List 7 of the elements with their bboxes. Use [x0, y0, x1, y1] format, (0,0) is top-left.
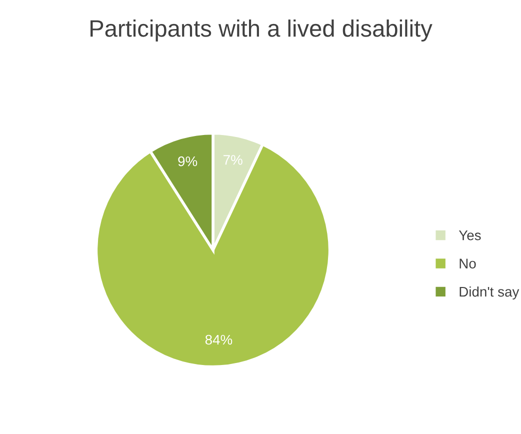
data-label: 84%	[205, 334, 232, 345]
legend-label: Yes	[458, 230, 481, 240]
legend-label: Didn't say	[460, 286, 520, 300]
chart-title: Participants with a lived disability	[90, 20, 432, 42]
legend-label: No	[460, 258, 476, 268]
data-label: 9%	[178, 156, 198, 166]
data-label: 7%	[224, 155, 242, 165]
